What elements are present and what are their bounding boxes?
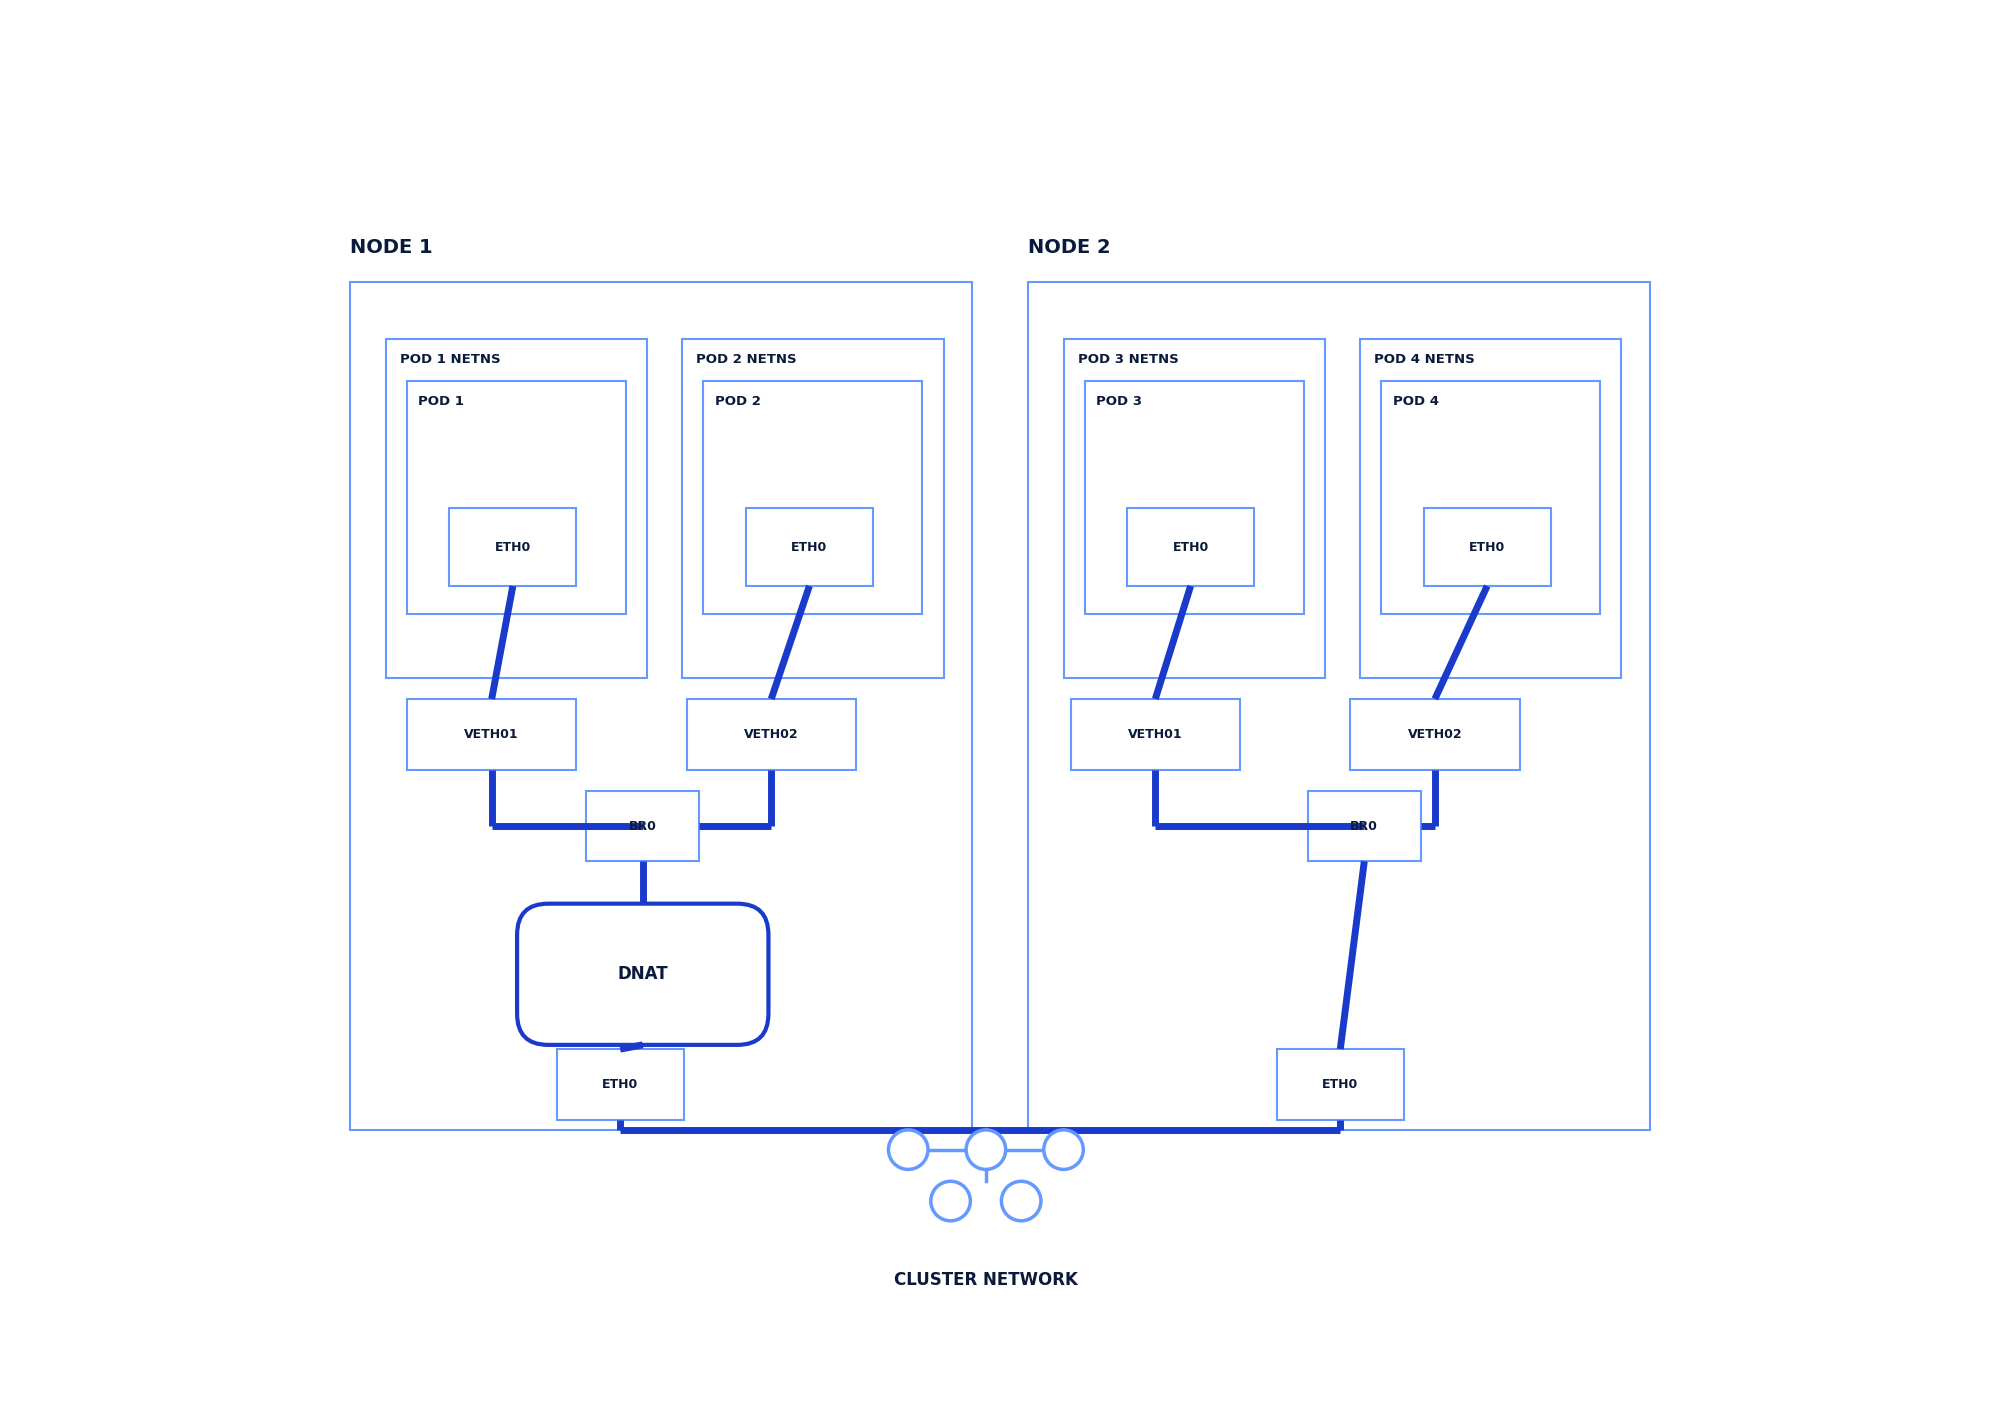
Text: VETH01: VETH01	[1128, 727, 1182, 741]
Bar	[704, 381, 922, 614]
Text: POD 3 NETNS: POD 3 NETNS	[1078, 353, 1178, 366]
Bar	[350, 282, 972, 1130]
Text: ETH0: ETH0	[1172, 541, 1208, 554]
Text: NODE 1: NODE 1	[350, 239, 434, 257]
Circle shape	[966, 1130, 1006, 1169]
Text: NODE 2: NODE 2	[1028, 239, 1110, 257]
Bar	[682, 339, 944, 678]
FancyBboxPatch shape	[518, 904, 768, 1045]
Bar	[1064, 339, 1324, 678]
Bar	[1084, 381, 1304, 614]
Circle shape	[1044, 1130, 1084, 1169]
Bar	[450, 508, 576, 586]
Bar	[1308, 791, 1420, 861]
Text: DNAT: DNAT	[618, 966, 668, 983]
Circle shape	[1002, 1182, 1040, 1221]
Text: VETH02: VETH02	[1408, 727, 1462, 741]
Bar	[1070, 699, 1240, 770]
Text: POD 4 NETNS: POD 4 NETNS	[1374, 353, 1474, 366]
Text: BR0: BR0	[1350, 819, 1378, 833]
Text: POD 2: POD 2	[714, 395, 760, 408]
Text: ETH0: ETH0	[494, 541, 530, 554]
Text: POD 1: POD 1	[418, 395, 464, 408]
Bar	[1382, 381, 1600, 614]
Text: CLUSTER NETWORK: CLUSTER NETWORK	[894, 1271, 1078, 1289]
Bar	[386, 339, 648, 678]
Text: POD 1 NETNS: POD 1 NETNS	[400, 353, 500, 366]
Bar	[746, 508, 872, 586]
Circle shape	[888, 1130, 928, 1169]
Text: ETH0: ETH0	[792, 541, 828, 554]
Bar	[1424, 508, 1550, 586]
Text: ETH0: ETH0	[1322, 1077, 1358, 1091]
Bar	[1360, 339, 1622, 678]
Text: POD 4: POD 4	[1392, 395, 1438, 408]
Text: ETH0: ETH0	[1470, 541, 1506, 554]
Text: BR0: BR0	[628, 819, 656, 833]
Text: VETH01: VETH01	[464, 727, 518, 741]
Text: POD 2 NETNS: POD 2 NETNS	[696, 353, 798, 366]
Text: POD 3: POD 3	[1096, 395, 1142, 408]
Bar	[406, 381, 626, 614]
Bar	[556, 1049, 684, 1120]
Bar	[686, 699, 856, 770]
Bar	[1350, 699, 1520, 770]
Bar	[406, 699, 576, 770]
Bar	[1028, 282, 1650, 1130]
Bar	[586, 791, 700, 861]
Circle shape	[930, 1182, 970, 1221]
Bar	[1128, 508, 1254, 586]
Bar	[1276, 1049, 1404, 1120]
Text: ETH0: ETH0	[602, 1077, 638, 1091]
Text: VETH02: VETH02	[744, 727, 798, 741]
